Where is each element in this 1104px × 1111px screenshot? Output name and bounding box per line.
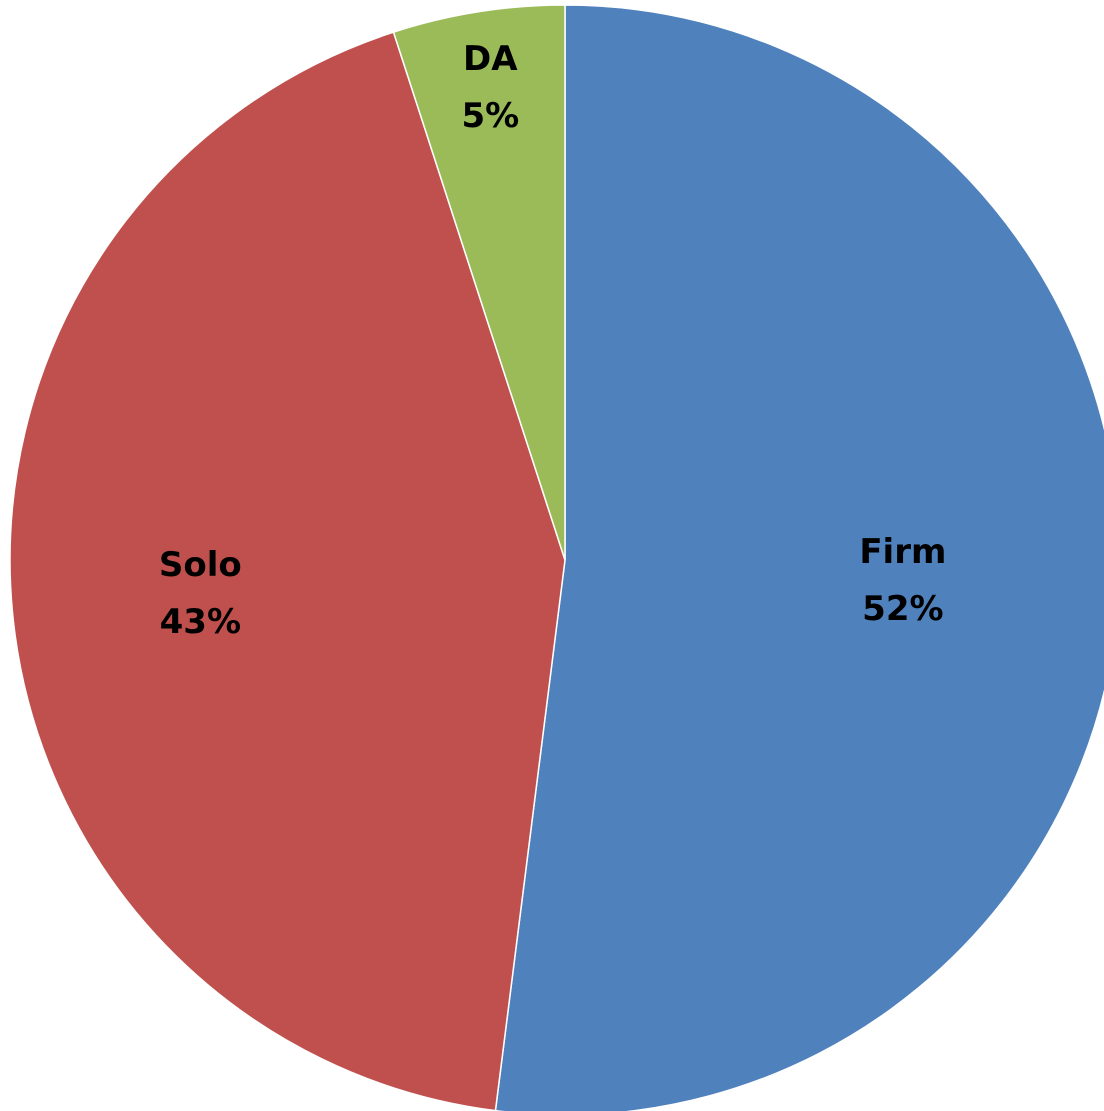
slice-category-label: Solo [159,545,242,585]
slice-value-label: 52% [862,589,943,629]
slice-value-label: 5% [461,96,519,136]
pie-slice [494,4,1104,1111]
slice-value-label: 43% [160,602,241,642]
pie-slice [9,31,566,1111]
slice-category-label: DA [463,39,518,79]
slice-category-label: Firm [859,532,946,572]
pie-slice [392,4,566,561]
